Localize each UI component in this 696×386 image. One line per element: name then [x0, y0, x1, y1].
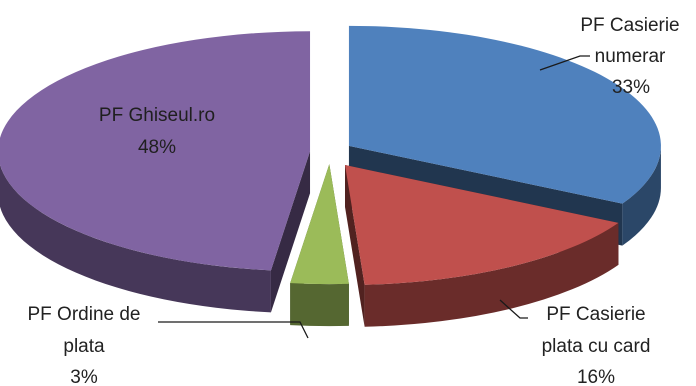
- slice-side-numerar: [622, 145, 661, 246]
- slice-label-ordine-line1: PF Ordine de: [28, 304, 141, 325]
- slice-card: [345, 165, 619, 285]
- slice-tops: [0, 25, 661, 285]
- slice-side-ordine: [290, 283, 349, 327]
- slice-value-ordine: 3%: [70, 367, 98, 386]
- slice-ghiseul: [0, 31, 311, 271]
- slice-wall-ghiseul-0: [270, 151, 311, 313]
- slice-label-ordine: PF Ordine de plata 3%: [28, 304, 141, 386]
- slice-label-ghiseul-line1: PF Ghiseul.ro: [99, 105, 215, 126]
- leader-line-ordine: [158, 321, 309, 339]
- slice-numerar: [348, 25, 661, 204]
- slice-ordine: [290, 164, 349, 285]
- slice-wall-card-1: [345, 165, 365, 327]
- leader-line-numerar: [539, 55, 590, 71]
- slice-label-ordine-line2: plata: [63, 336, 105, 357]
- slice-side-ghiseul: [0, 164, 271, 313]
- slice-label-numerar-line2: numerar: [595, 46, 666, 67]
- leader-lines: [158, 55, 590, 339]
- slice-label-ghiseul: PF Ghiseul.ro 48%: [99, 105, 215, 158]
- slice-side-card: [364, 222, 619, 327]
- slice-label-card: PF Casierie plata cu card 16%: [542, 304, 651, 386]
- slice-label-card-line1: PF Casierie: [546, 304, 645, 325]
- slice-label-numerar: PF Casierie numerar 33%: [580, 15, 679, 98]
- leader-line-card: [499, 299, 528, 319]
- slice-value-ghiseul: 48%: [138, 137, 176, 158]
- slice-value-numerar: 33%: [612, 77, 650, 98]
- slice-label-card-line2: plata cu card: [542, 336, 651, 357]
- slice-label-numerar-line1: PF Casierie: [580, 15, 679, 36]
- slice-value-card: 16%: [577, 367, 615, 386]
